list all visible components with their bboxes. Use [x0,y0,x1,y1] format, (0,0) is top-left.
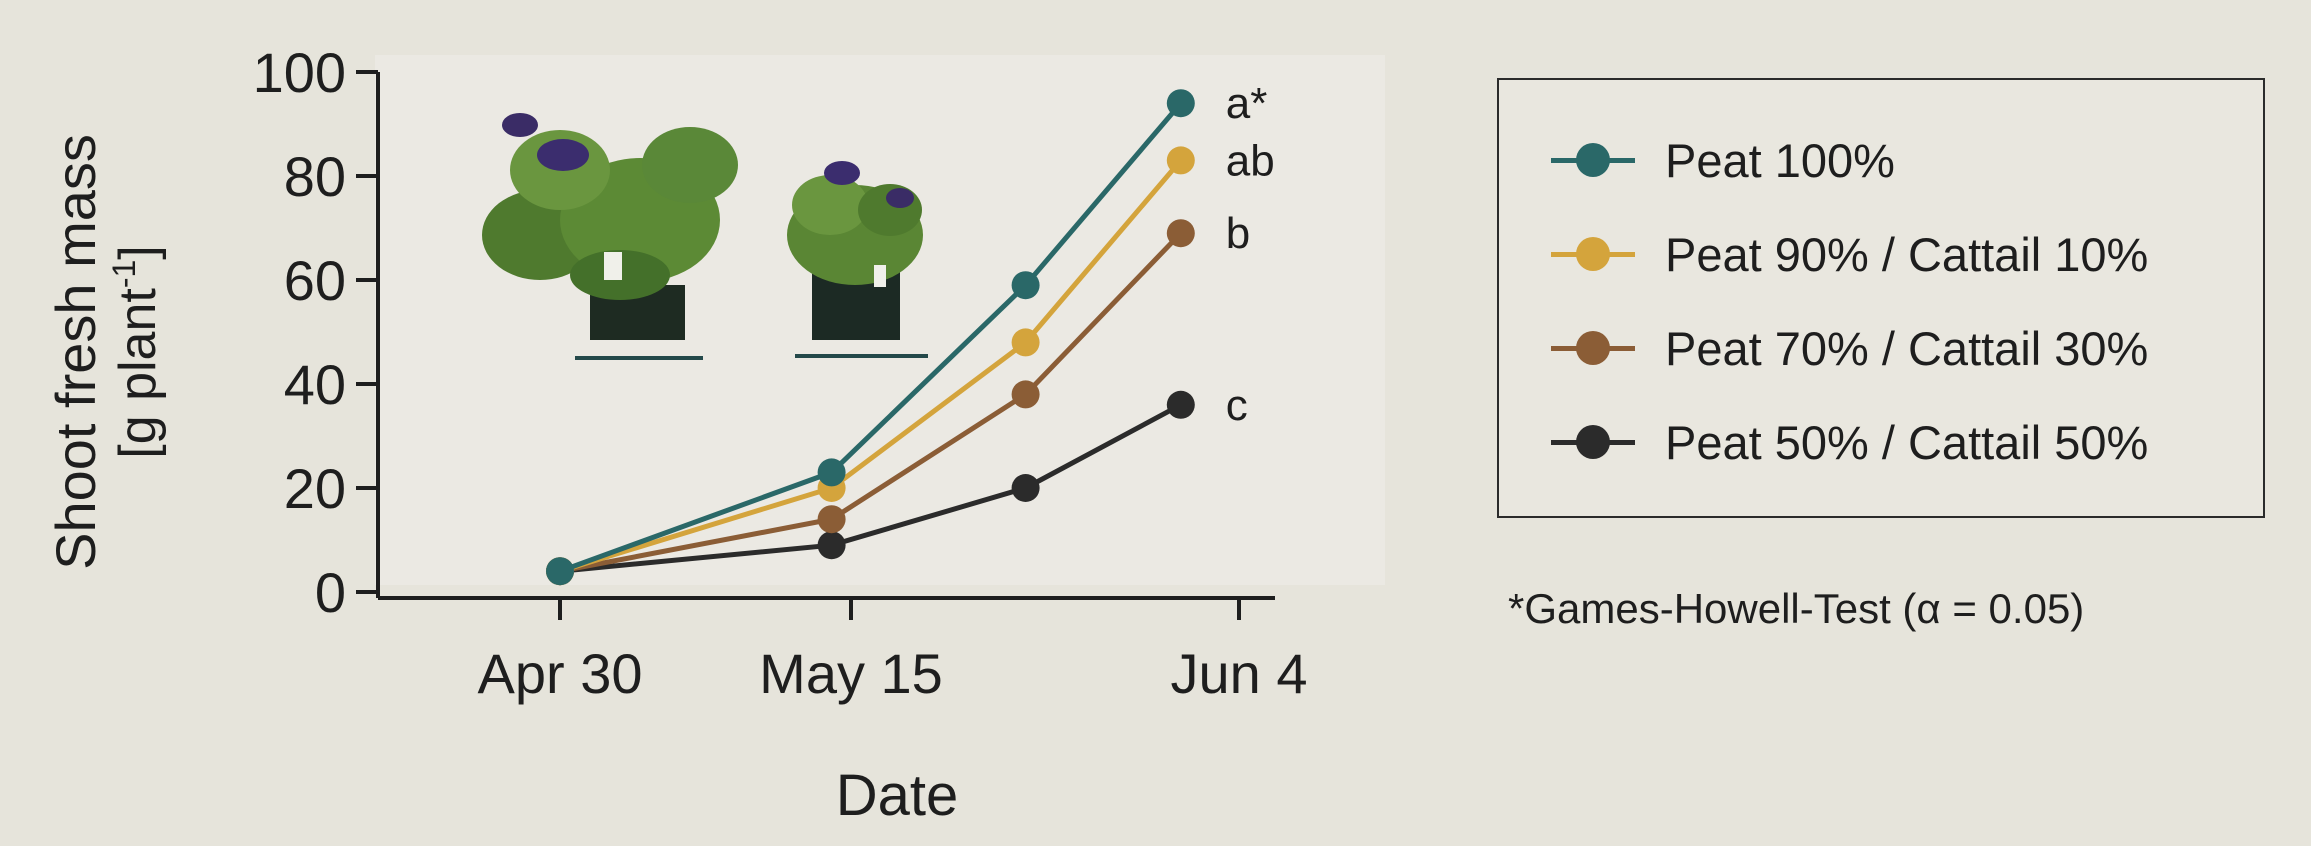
x-axis-label: Date [836,763,959,828]
series-line [559,158,1183,574]
significance-label: c [1226,381,1248,430]
legend-label: Peat 50% / Cattail 50% [1665,415,2149,469]
y-tick-label: 0 [315,561,346,624]
legend-label: Peat 90% / Cattail 10% [1665,227,2149,281]
series-0: a* [546,79,1268,586]
series-line [559,231,1183,574]
series-layer: c b ab a* [546,79,1275,586]
x-tick-label: Jun 4 [1171,642,1308,705]
data-point [1011,380,1040,409]
y-axis-label-line1: Shoot fresh mass [44,134,107,570]
plant-small-image [787,161,928,358]
y-tick-label: 80 [284,145,346,208]
y-axis-label-line2: [g plant-1] [106,245,167,458]
legend-item-peat-70-cattail-30: Peat 70% / Cattail 30% [1551,318,2148,378]
significance-label: b [1226,209,1250,258]
y-tick-label: 60 [284,249,346,312]
y-tick-label: 100 [253,41,346,104]
legend-marker [1551,130,1635,190]
data-point [817,505,846,534]
significance-label: ab [1226,136,1275,185]
legend: Peat 100% Peat 90% / Cattail 10% Peat 70… [1497,78,2265,518]
legend-marker [1551,224,1635,284]
data-point [1166,390,1195,419]
legend-label: Peat 100% [1665,133,1895,187]
significance-label: a* [1226,79,1268,128]
series-line [559,402,1182,574]
y-axis-unit-exponent: -1 [106,260,142,288]
data-point [1166,146,1195,175]
data-point [1011,271,1040,300]
footnote: *Games-Howell-Test (α = 0.05) [1508,585,2085,632]
y-tick-label: 20 [284,457,346,520]
axes: 0 20 40 60 80 100 Apr 30 May 15 Jun 4 [253,41,1308,705]
data-point [1166,89,1195,118]
data-point [546,557,574,586]
legend-item-peat-50-cattail-50: Peat 50% / Cattail 50% [1551,412,2148,472]
legend-marker [1551,412,1635,472]
data-point [817,458,846,487]
legend-item-peat-100: Peat 100% [1551,130,1895,190]
x-tick-label: May 15 [759,642,943,705]
data-point [1166,219,1195,248]
plant-large-image [482,113,738,360]
data-point [817,531,846,560]
data-point [1011,474,1040,502]
legend-item-peat-90-cattail-10: Peat 90% / Cattail 10% [1551,224,2148,284]
x-tick-label: Apr 30 [478,642,643,705]
y-axis-label: Shoot fresh mass [g plant-1] [44,134,167,570]
legend-label: Peat 70% / Cattail 30% [1665,321,2149,375]
plant-photo-inset [482,113,928,360]
legend-marker [1551,318,1635,378]
y-axis-unit: [g plant [109,288,167,459]
series-line [559,101,1183,574]
data-point [1011,328,1040,357]
y-tick-label: 40 [284,353,346,416]
y-axis-unit-close: ] [109,245,167,259]
